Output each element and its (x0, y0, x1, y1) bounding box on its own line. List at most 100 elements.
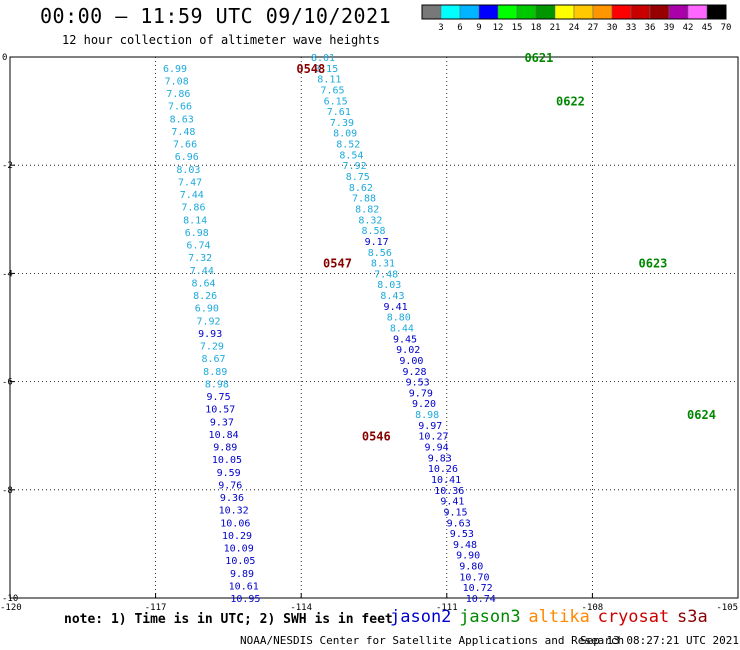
swh-value-jason3: 10.72 (463, 583, 493, 594)
swh-value-jason2: 7.29 (200, 342, 224, 353)
swh-value-jason3: 8.43 (380, 291, 404, 302)
colorbar-swatch (535, 4, 556, 20)
swh-value-jason2: 7.48 (171, 127, 195, 138)
colorbar-label: 6 (457, 23, 462, 33)
swh-value-jason3: 10.26 (428, 464, 458, 475)
swh-value-jason3: 7.88 (352, 194, 376, 205)
swh-value-jason2: 7.47 (178, 177, 202, 188)
swh-value-jason3: 9.20 (412, 399, 436, 410)
y-tick-label: -4 (2, 269, 13, 279)
pass-time-label: 0548 (296, 62, 325, 76)
swh-value-jason3: 8.62 (349, 183, 373, 194)
x-tick-label: -120 (0, 603, 22, 613)
swh-value-jason3: 8.75 (346, 172, 370, 183)
swh-value-jason2: 10.84 (209, 430, 239, 441)
colorbar-label: 3 (438, 23, 443, 33)
swh-value-jason3: 6.15 (324, 96, 348, 107)
swh-value-jason2: 9.89 (213, 443, 237, 454)
colorbar-swatch (497, 4, 518, 20)
swh-value-jason2: 9.76 (218, 480, 242, 491)
colorbar-label: 9 (476, 23, 481, 33)
swh-value-jason3: 9.83 (428, 453, 452, 464)
swh-value-jason2: 10.32 (219, 506, 249, 517)
colorbar-label: 15 (512, 23, 523, 33)
swh-value-jason2: 7.86 (181, 203, 205, 214)
legend-altika: altika (528, 607, 590, 627)
colorbar-swatch (592, 4, 613, 20)
chart-title: 00:00 – 11:59 UTC 09/10/2021 (40, 4, 392, 28)
swh-value-jason3: 9.48 (453, 540, 477, 551)
colorbar-label: 36 (645, 23, 656, 33)
swh-value-jason2: 6.99 (163, 64, 187, 75)
swh-value-jason2: 6.74 (186, 241, 210, 252)
swh-value-jason2: 10.05 (212, 455, 242, 466)
swh-value-jason3: 9.02 (396, 345, 420, 356)
swh-value-jason3: 8.01 (311, 53, 335, 64)
swh-value-jason3: 7.92 (343, 161, 367, 172)
swh-value-jason2: 10.95 (230, 594, 260, 605)
x-tick-label: -114 (290, 603, 312, 613)
x-tick-label: -111 (436, 603, 458, 613)
swh-value-jason2: 6.96 (175, 152, 199, 163)
swh-value-jason2: 8.67 (202, 354, 226, 365)
colorbar-swatch (478, 4, 499, 20)
pass-time-label: 0546 (362, 430, 391, 444)
swh-value-jason3: 9.45 (393, 334, 417, 345)
swh-value-jason3: 8.82 (355, 204, 379, 215)
colorbar-label: 21 (550, 23, 561, 33)
legend-cryosat: cryosat (597, 607, 670, 627)
colorbar-label: 12 (493, 23, 504, 33)
swh-value-jason2: 9.75 (207, 392, 231, 403)
colorbar-label: 70 (721, 23, 732, 33)
swh-value-jason3: 9.28 (402, 367, 426, 378)
colorbar-label: 18 (531, 23, 542, 33)
swh-value-jason3: 8.98 (415, 410, 439, 421)
swh-value-jason3: 9.53 (450, 529, 474, 540)
swh-value-jason2: 10.57 (205, 405, 235, 416)
swh-value-jason3: 10.36 (434, 486, 464, 497)
colorbar-frame (421, 4, 727, 20)
swh-value-jason3: 8.52 (336, 140, 360, 151)
swh-value-jason3: 9.90 (456, 551, 480, 562)
swh-value-jason2: 8.63 (170, 114, 194, 125)
swh-value-jason2: 7.44 (180, 190, 204, 201)
x-tick-label: -117 (145, 603, 167, 613)
swh-value-jason3: 9.63 (447, 518, 471, 529)
swh-value-jason3: 8.32 (358, 215, 382, 226)
legend-jason2: jason2 (390, 607, 452, 627)
swh-value-jason2: 10.05 (225, 556, 255, 567)
pass-time-label: 0624 (687, 408, 716, 422)
swh-value-jason3: 8.58 (361, 226, 385, 237)
swh-value-jason2: 6.98 (185, 228, 209, 239)
swh-value-jason2: 7.66 (168, 102, 192, 113)
units-note: note: 1) Time is in UTC; 2) SWH is in fe… (64, 612, 393, 627)
swh-value-jason2: 8.89 (203, 367, 227, 378)
pass-time-label: 0623 (639, 257, 668, 271)
colorbar-swatch (516, 4, 537, 20)
swh-value-jason3: 8.31 (371, 259, 395, 270)
swh-value-jason3: 10.70 (459, 572, 489, 583)
swh-value-jason2: 9.59 (217, 468, 241, 479)
y-tick-label: -2 (2, 161, 13, 171)
colorbar-label: 45 (702, 23, 713, 33)
generation-timestamp: Sep 13 08:27:21 UTC 2021 (580, 634, 739, 647)
swh-value-jason2: 10.09 (224, 544, 254, 555)
swh-value-jason2: 7.92 (196, 316, 220, 327)
swh-value-jason2: 9.93 (198, 329, 222, 340)
swh-value-jason2: 9.36 (220, 493, 244, 504)
swh-value-jason3: 9.79 (409, 388, 433, 399)
swh-value-jason3: 8.15 (314, 64, 338, 75)
swh-value-jason3: 10.27 (418, 432, 448, 443)
plot-frame (9, 56, 739, 599)
swh-value-jason2: 8.64 (191, 278, 215, 289)
swh-value-jason2: 7.44 (190, 266, 214, 277)
swh-value-jason3: 7.61 (327, 107, 351, 118)
swh-value-jason2: 7.66 (173, 140, 197, 151)
x-tick-label: -105 (716, 603, 738, 613)
colorbar-label: 30 (607, 23, 618, 33)
colorbar-swatch (554, 4, 575, 20)
swh-value-jason3: 8.56 (368, 248, 392, 259)
swh-value-jason2: 9.37 (210, 417, 234, 428)
colorbar-label: 39 (664, 23, 675, 33)
